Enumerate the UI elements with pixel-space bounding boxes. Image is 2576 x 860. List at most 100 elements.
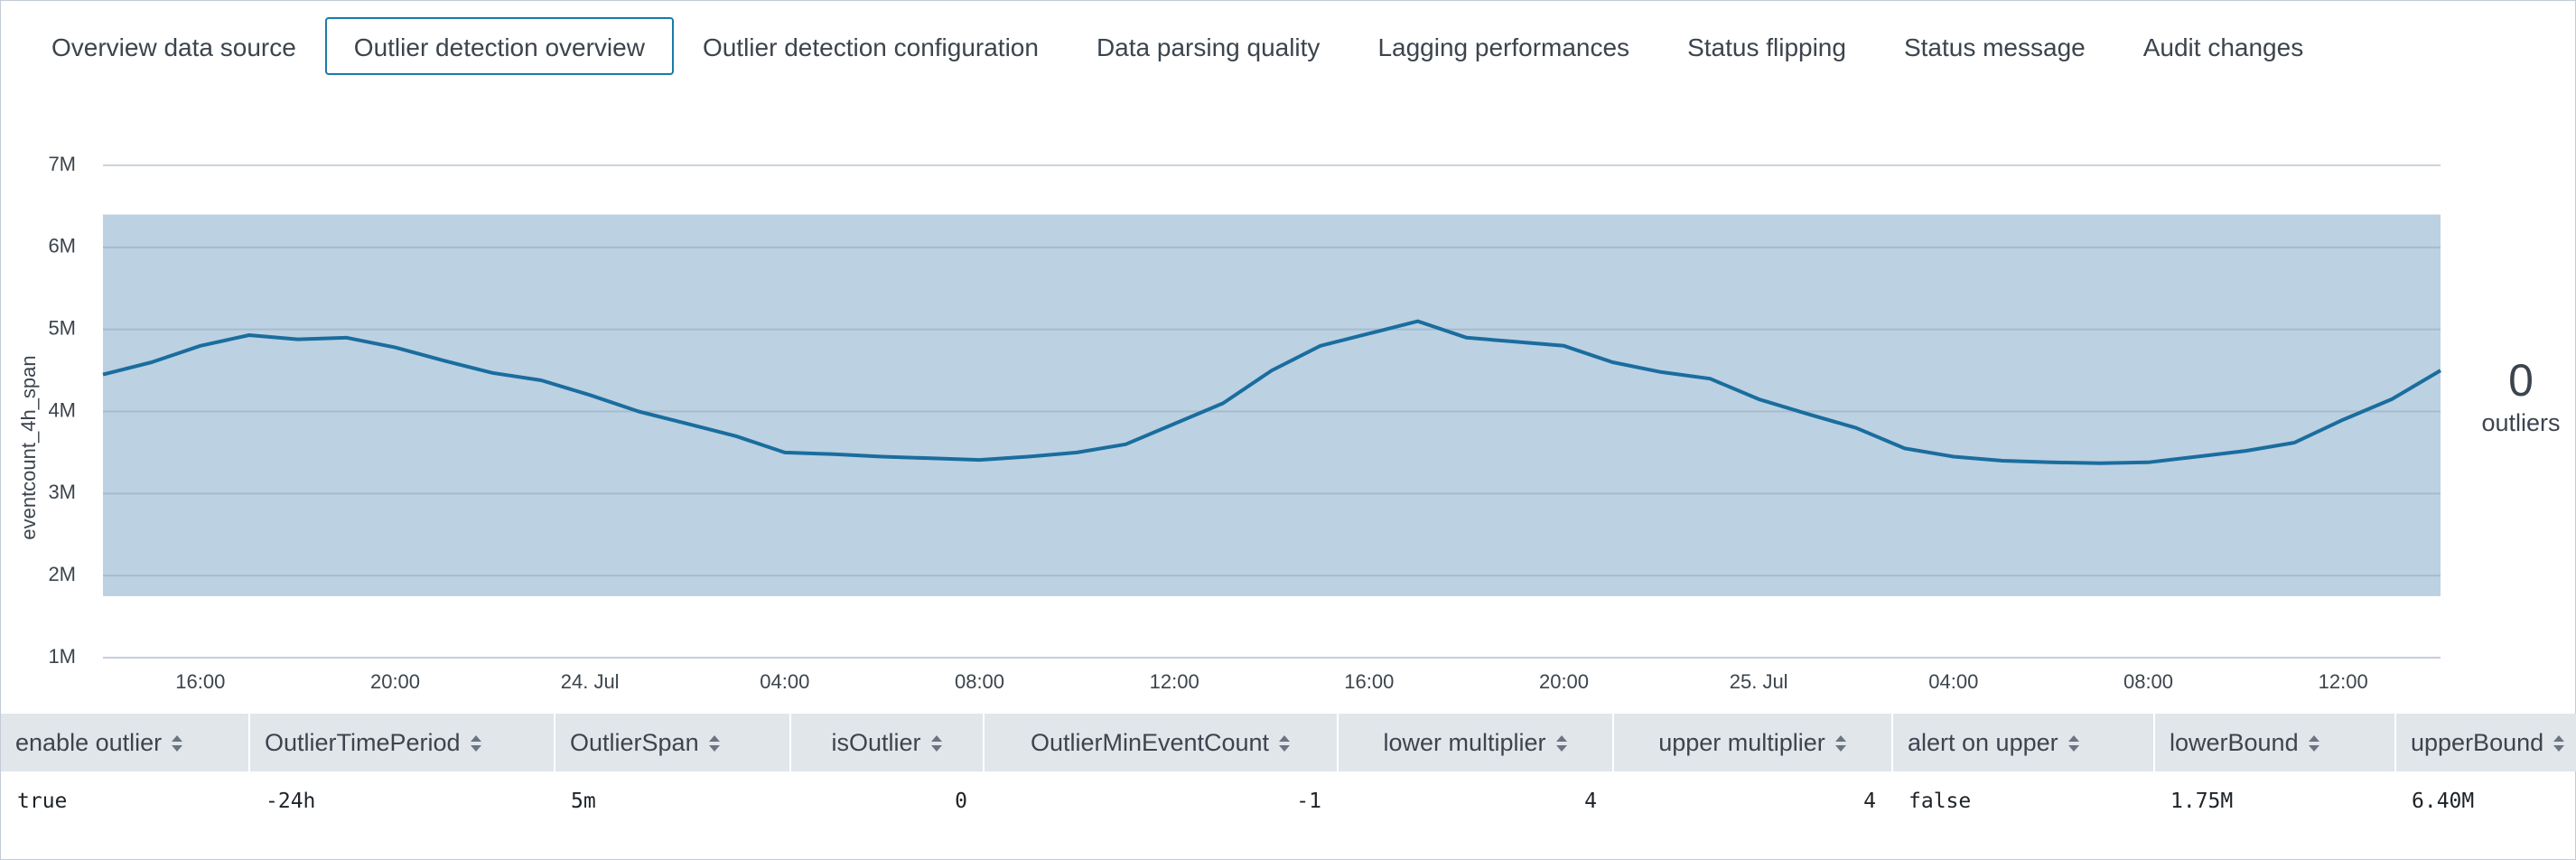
tab[interactable]: Overview data source	[51, 33, 296, 61]
sort-icon[interactable]	[930, 734, 943, 753]
sort-icon[interactable]	[1555, 734, 1568, 753]
column-header-text: lower multiplier	[1383, 728, 1546, 756]
table-cell: true	[17, 790, 68, 813]
x-tick-label: 08:00	[955, 670, 1004, 693]
column-header-text: lowerBound	[2170, 728, 2299, 756]
sort-arrow-down	[2553, 745, 2565, 752]
sort-icon[interactable]	[708, 734, 721, 753]
y-tick-label: 4M	[48, 398, 76, 421]
sort-arrow-up	[1834, 735, 1846, 743]
sort-arrow-down	[930, 745, 942, 752]
single-value: 0 outliers	[2467, 353, 2575, 438]
column-header-text: alert on upper	[1908, 728, 2058, 756]
sort-arrow-up	[708, 735, 720, 743]
x-tick-label: 12:00	[1150, 670, 1199, 693]
sort-icon[interactable]	[1834, 734, 1847, 753]
sort-arrow-up	[2308, 735, 2319, 743]
sort-arrow-up	[470, 735, 481, 743]
column-header-text: enable outlier	[15, 728, 163, 756]
sort-arrow-down	[1555, 745, 1567, 752]
table-cell: -24h	[266, 790, 316, 813]
table-cell: 0	[955, 790, 967, 813]
x-tick-label: 12:00	[2319, 670, 2368, 693]
sort-arrow-up	[1555, 735, 1567, 743]
sort-arrow-down	[2067, 745, 2079, 752]
column-header[interactable]: OutlierSpan	[555, 714, 791, 771]
tab[interactable]: Outlier detection overview	[324, 17, 674, 75]
table-cell: 5m	[571, 790, 596, 813]
column-header-text: upperBound	[2411, 728, 2544, 756]
column-header-text: upper multiplier	[1658, 728, 1825, 756]
y-tick-label: 7M	[48, 153, 76, 175]
y-tick-label: 6M	[48, 235, 76, 257]
table-cell: 1.75M	[2170, 790, 2234, 813]
sort-arrow-down	[172, 745, 183, 752]
tab[interactable]: Status message	[1903, 33, 2086, 61]
column-header-text: OutlierSpan	[570, 728, 699, 756]
sort-arrow-down	[1279, 745, 1291, 752]
x-tick-label: 04:00	[760, 670, 809, 693]
column-header[interactable]: enable outlier	[1, 714, 250, 771]
header-row: enable outlier OutlierTimePeriod OutlierSp…	[1, 714, 2576, 771]
sort-icon[interactable]	[2308, 734, 2320, 753]
sort-arrow-up	[1279, 735, 1291, 743]
results-table: enable outlier OutlierTimePeriod OutlierSp…	[1, 714, 2576, 831]
sort-arrow-down	[1834, 745, 1846, 752]
sort-arrow-up	[2067, 735, 2079, 743]
tab[interactable]: Outlier detection configuration	[702, 33, 1039, 61]
column-header-text: OutlierMinEventCount	[1030, 728, 1270, 756]
sort-icon[interactable]	[2067, 734, 2080, 753]
tab-bar: Overview data source Outlier detection ov…	[23, 17, 2332, 75]
y-tick-label: 1M	[48, 645, 76, 668]
sort-arrow-down	[708, 745, 720, 752]
x-tick-label: 16:00	[1344, 670, 1394, 693]
table-cell: 4	[1863, 790, 1876, 813]
table-row: true-24h5m0-144false1.75M6.40M580.31K4.0…	[1, 771, 2576, 831]
tab[interactable]: Audit changes	[2142, 33, 2304, 61]
x-tick-label: 24. Jul	[561, 670, 620, 693]
table-cell: 4	[1584, 790, 1597, 813]
table-cell: -1	[1296, 790, 1321, 813]
single-value-caption: outliers	[2481, 409, 2561, 436]
sort-icon[interactable]	[470, 734, 482, 753]
column-header[interactable]: lowerBound	[2154, 714, 2396, 771]
column-header[interactable]: OutlierMinEventCount	[984, 714, 1339, 771]
y-axis-label: eventcount_4h_span	[17, 355, 40, 539]
sort-arrow-down	[470, 745, 481, 752]
tab[interactable]: Status flipping	[1687, 33, 1846, 61]
x-tick-label: 20:00	[1539, 670, 1589, 693]
x-tick-label: 04:00	[1928, 670, 1978, 693]
table-cell: 6.40M	[2412, 790, 2475, 813]
y-tick-label: 2M	[48, 563, 76, 585]
y-tick-label: 3M	[48, 481, 76, 503]
sort-arrow-up	[172, 735, 183, 743]
x-tick-label: 25. Jul	[1730, 670, 1788, 693]
sort-arrow-up	[2553, 735, 2565, 743]
table-cell: false	[1909, 790, 1972, 813]
sort-icon[interactable]	[2553, 734, 2565, 753]
single-value-number: 0	[2508, 355, 2534, 406]
x-tick-label: 20:00	[370, 670, 420, 693]
column-header-text: isOutlier	[831, 728, 921, 756]
tab[interactable]: Data parsing quality	[1096, 33, 1321, 61]
column-header[interactable]: upper multiplier	[1613, 714, 1893, 771]
sort-arrow-down	[2308, 745, 2319, 752]
sort-arrow-up	[930, 735, 942, 743]
column-header-text: OutlierTimePeriod	[265, 728, 461, 756]
x-tick-label: 08:00	[2123, 670, 2173, 693]
column-header[interactable]: OutlierTimePeriod	[249, 714, 555, 771]
chart: 1M 2M 3M 4M 5M 6M 7M 16:00 20:00 24. Jul 04:00 08:0…	[17, 153, 2442, 693]
table-body: true-24h5m0-144false1.75M6.40M580.31K4.0…	[1, 771, 2576, 831]
sort-icon[interactable]	[171, 734, 183, 753]
column-header[interactable]: lower multiplier	[1338, 714, 1614, 771]
x-tick-label: 16:00	[175, 670, 225, 693]
expected-range-band	[103, 214, 2441, 596]
data-line	[102, 319, 2442, 465]
column-header[interactable]: upperBound	[2395, 714, 2576, 771]
tab[interactable]: Lagging performances	[1377, 33, 1630, 61]
sort-icon[interactable]	[1278, 734, 1291, 753]
y-tick-label: 5M	[48, 316, 76, 339]
column-header[interactable]: isOutlier	[790, 714, 985, 771]
column-header[interactable]: alert on upper	[1892, 714, 2155, 771]
